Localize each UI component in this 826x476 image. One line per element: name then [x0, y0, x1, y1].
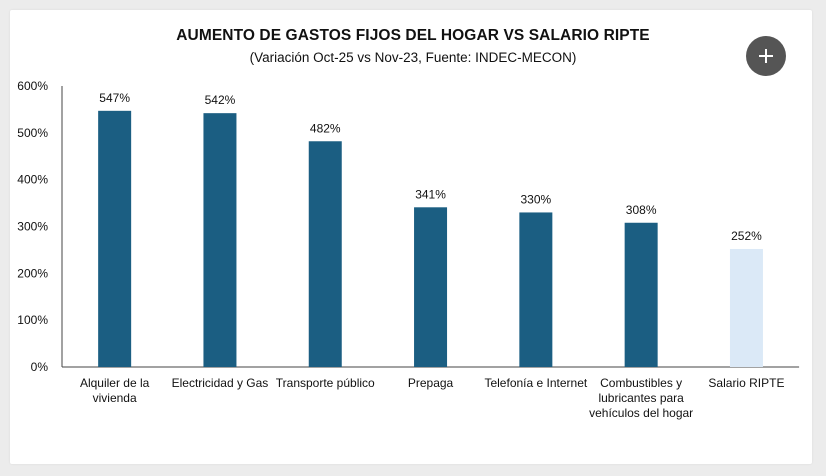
bar — [729, 248, 763, 367]
x-tick-label: Alquiler de la vivienda — [80, 376, 150, 405]
x-tick-label: Transporte público — [276, 376, 375, 390]
bar — [308, 141, 342, 367]
add-button[interactable] — [746, 36, 786, 76]
data-label: 482% — [310, 121, 341, 135]
x-tick-label: Prepaga — [408, 376, 454, 390]
bar — [624, 222, 658, 367]
data-label: 341% — [415, 187, 446, 201]
chart-card — [10, 10, 812, 464]
y-tick-label: 500% — [17, 126, 48, 140]
bar — [98, 110, 132, 368]
chart-title: AUMENTO DE GASTOS FIJOS DEL HOGAR VS SAL… — [176, 27, 650, 44]
data-label: 330% — [520, 192, 551, 206]
x-tick-label: Combustibles y lubricantes para vehículos … — [589, 376, 693, 420]
data-label: 252% — [731, 229, 762, 243]
plus-icon — [759, 49, 773, 63]
y-tick-label: 200% — [17, 266, 48, 280]
x-tick-label: Electricidad y Gas — [172, 376, 269, 390]
x-tick-label: Telefonía e Internet — [484, 376, 587, 390]
bar — [519, 212, 553, 367]
y-tick-label: 100% — [17, 313, 48, 327]
y-tick-label: 0% — [31, 360, 49, 374]
data-label: 308% — [626, 203, 657, 217]
y-tick-label: 600% — [17, 79, 48, 93]
bar — [414, 207, 448, 367]
y-tick-label: 400% — [17, 173, 48, 187]
data-label: 542% — [205, 93, 236, 107]
chart-subtitle: (Variación Oct-25 vs Nov-23, Fuente: IND… — [249, 50, 577, 65]
bar — [203, 113, 237, 367]
data-label: 547% — [99, 91, 130, 105]
x-tick-label: Salario RIPTE — [708, 376, 784, 390]
y-tick-label: 300% — [17, 220, 48, 234]
